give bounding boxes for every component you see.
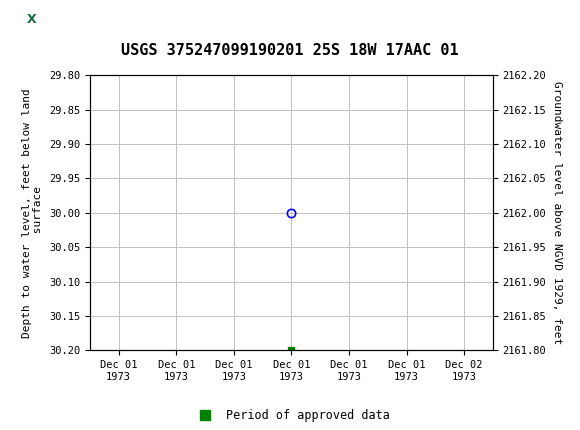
Legend: Period of approved data: Period of approved data (188, 405, 394, 427)
FancyBboxPatch shape (6, 3, 55, 37)
Y-axis label: Groundwater level above NGVD 1929, feet: Groundwater level above NGVD 1929, feet (552, 81, 562, 344)
Y-axis label: Depth to water level, feet below land
 surface: Depth to water level, feet below land su… (22, 88, 44, 338)
Text: X: X (27, 13, 37, 27)
Text: USGS 375247099190201 25S 18W 17AAC 01: USGS 375247099190201 25S 18W 17AAC 01 (121, 43, 459, 58)
Text: USGS: USGS (67, 11, 122, 29)
